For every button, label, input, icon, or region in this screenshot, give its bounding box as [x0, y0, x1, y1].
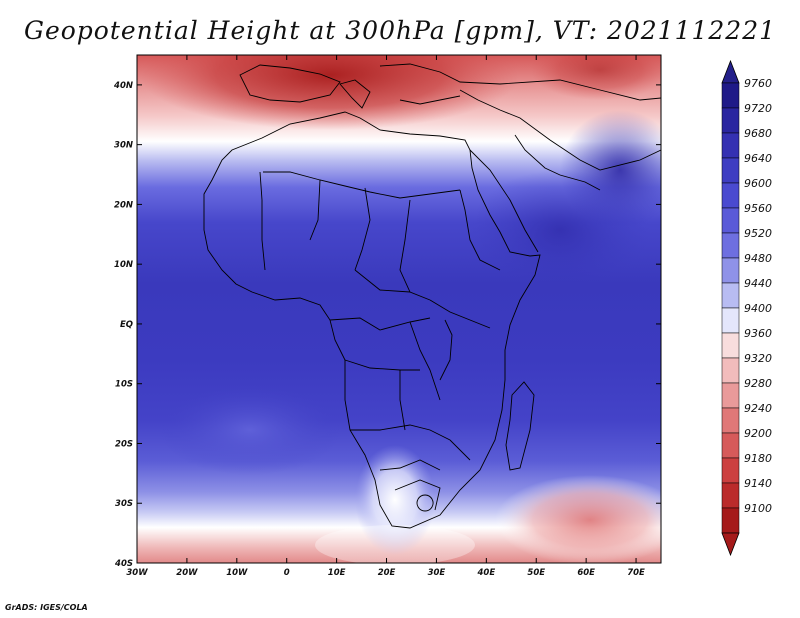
- colorbar-label: 9720: [744, 102, 772, 115]
- lat-tick-label: 30S: [115, 499, 133, 509]
- colorbar-segment: [721, 507, 740, 534]
- colorbar-label: 9440: [744, 277, 772, 290]
- lat-tick-label: 10N: [114, 260, 133, 270]
- colorbar-label: 9280: [744, 377, 772, 390]
- colorbar: 9760 9720 9680 9640 9600 9560 9520 9480 9440 9400…: [721, 59, 772, 557]
- colorbar-label: 9680: [744, 127, 772, 140]
- colorbar-segment: [721, 107, 740, 134]
- lon-tick-label: 40E: [477, 568, 496, 578]
- colorbar-segment: [721, 82, 740, 109]
- height-field: [137, 55, 661, 563]
- lat-tick-label: 20S: [115, 439, 133, 449]
- lat-tick-label: 10S: [115, 380, 133, 390]
- lat-tick-label: EQ: [120, 320, 133, 330]
- lon-tick-label: 60E: [577, 568, 595, 578]
- map-title: Geopotential Height at 300hPa [gpm], VT:…: [23, 16, 777, 45]
- colorbar-label: 9480: [744, 252, 772, 265]
- colorbar-segment: [721, 482, 740, 509]
- colorbar-label: 9180: [744, 452, 772, 465]
- lat-tick-label: 30N: [114, 141, 133, 151]
- colorbar-label: 9320: [744, 352, 772, 365]
- colorbar-segment: [721, 432, 740, 459]
- lon-tick-label: 0: [284, 568, 290, 578]
- colorbar-label: 9400: [744, 302, 772, 315]
- lat-tick-label: 40N: [113, 81, 133, 91]
- plot-frame: [136, 54, 662, 564]
- coastlines-borders: [203, 63, 661, 529]
- colorbar-segment: [721, 357, 740, 384]
- colorbar-segment: [721, 282, 740, 309]
- lon-tick-label: 10W: [226, 568, 248, 578]
- colorbar-label: 9100: [744, 502, 772, 515]
- lat-tick-label: 40S: [114, 559, 133, 569]
- colorbar-label: 9240: [744, 402, 772, 415]
- colorbar-label: 9760: [744, 77, 772, 90]
- colorbar-label: 9360: [744, 327, 772, 340]
- colorbar-top-arrow: [721, 59, 740, 84]
- colorbar-label: 9560: [744, 202, 772, 215]
- colorbar-segment: [721, 257, 740, 284]
- colorbar-bottom-arrow: [721, 532, 740, 557]
- colorbar-segment: [721, 407, 740, 434]
- lon-tick-label: 30W: [126, 568, 148, 578]
- colorbar-label: 9140: [744, 477, 772, 490]
- colorbar-segment: [721, 232, 740, 259]
- longitude-axis: 30W 20W 10W 0 10E 20E 30E 40E 50E 60E 70E: [126, 55, 645, 578]
- colorbar-segment: [721, 182, 740, 209]
- colorbar-label: 9200: [744, 427, 772, 440]
- colorbar-segment: [721, 382, 740, 409]
- colorbar-label: 9640: [744, 152, 772, 165]
- lon-tick-label: 20W: [176, 568, 198, 578]
- colorbar-segment: [721, 457, 740, 484]
- lon-tick-label: 70E: [627, 568, 645, 578]
- lon-tick-label: 10E: [328, 568, 346, 578]
- colorbar-segment: [721, 132, 740, 159]
- colorbar-segment: [721, 307, 740, 334]
- colorbar-label: 9600: [744, 177, 772, 190]
- lon-tick-label: 30E: [428, 568, 446, 578]
- lon-tick-label: 20E: [378, 568, 396, 578]
- lat-tick-label: 20N: [114, 200, 133, 210]
- colorbar-segment: [721, 157, 740, 184]
- lon-tick-label: 50E: [527, 568, 545, 578]
- colorbar-label: 9520: [744, 227, 772, 240]
- colorbar-segment: [721, 207, 740, 234]
- colorbar-segment: [721, 332, 740, 359]
- grads-credit: GrADS: IGES/COLA: [5, 603, 88, 612]
- latitude-axis: 40N 30N 20N 10N EQ 10S 20S 30S 40S: [113, 81, 661, 569]
